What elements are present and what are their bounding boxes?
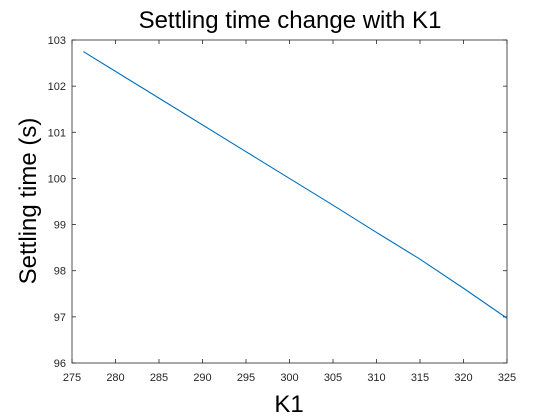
y-tick-label: 96 <box>54 358 66 370</box>
x-tick-label: 275 <box>63 372 81 384</box>
y-tick-label: 98 <box>54 266 66 278</box>
x-tick-label: 300 <box>280 372 298 384</box>
x-tick-label: 310 <box>367 372 385 384</box>
x-tick-label: 295 <box>237 372 255 384</box>
y-tick-label: 102 <box>48 81 66 93</box>
series-layer <box>83 51 508 319</box>
y-tick-label: 100 <box>48 173 66 185</box>
y-tick-label: 99 <box>54 220 66 232</box>
y-axis: 96 97 98 99 100 101 102 103 <box>48 35 507 370</box>
x-tick-label: 320 <box>454 372 472 384</box>
y-tick-label: 103 <box>48 35 66 47</box>
chart-title: Settling time change with K1 <box>139 7 442 34</box>
y-tick-label: 101 <box>48 127 66 139</box>
x-tick-label: 285 <box>150 372 168 384</box>
x-tick-label: 305 <box>324 372 342 384</box>
plot-area-frame <box>71 39 508 364</box>
x-axis-label: K1 <box>274 391 303 418</box>
x-tick-label: 325 <box>498 372 516 384</box>
series-line <box>83 51 508 319</box>
x-tick-label: 280 <box>106 372 124 384</box>
y-axis-label: Settling time (s) <box>15 118 42 285</box>
x-tick-label: 315 <box>411 372 429 384</box>
x-tick-label: 290 <box>193 372 211 384</box>
y-tick-label: 97 <box>54 312 66 324</box>
x-axis: 275 280 285 290 295 300 305 310 315 320 325 <box>63 40 516 384</box>
